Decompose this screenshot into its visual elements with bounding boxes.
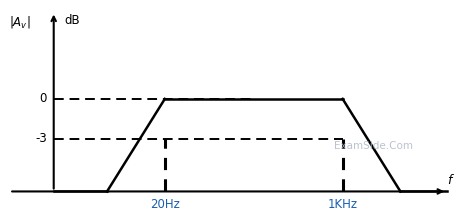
Text: 1KHz: 1KHz [327,198,358,211]
Text: f: f [447,174,451,188]
Text: 0: 0 [40,92,47,105]
Text: 20Hz: 20Hz [150,198,180,211]
Text: $|A_v|$: $|A_v|$ [9,14,31,30]
Text: dB: dB [65,14,81,27]
Text: -3: -3 [35,132,47,145]
Text: ExamSide.Com: ExamSide.Com [334,142,413,151]
